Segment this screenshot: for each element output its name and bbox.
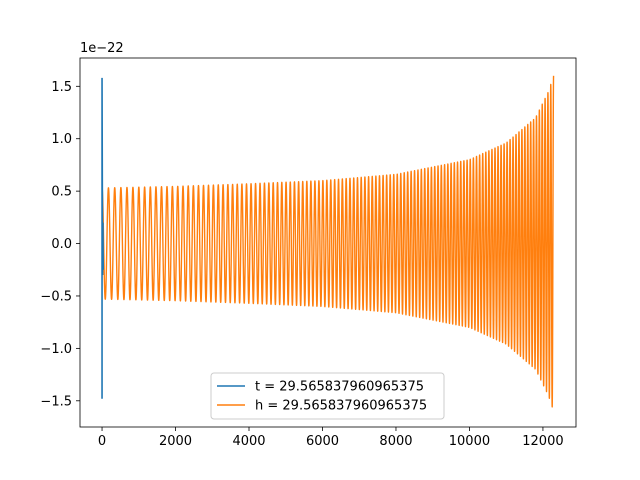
legend-label: h = 29.565837960965375 xyxy=(255,399,427,414)
y-tick-label: −0.5 xyxy=(40,289,72,304)
y-axis-ticks: 1.5 1.0 0.5 0.0 −0.5 −1.0 −1.5 xyxy=(40,80,80,409)
legend: t = 29.565837960965375 h = 29.56583796096… xyxy=(210,372,445,420)
x-tick-label: 2000 xyxy=(159,434,192,449)
x-axis-ticks: 0 2000 4000 6000 8000 10000 12000 xyxy=(98,427,564,449)
y-tick-label: 1.0 xyxy=(51,132,72,147)
x-tick-label: 0 xyxy=(98,434,106,449)
y-offset-label: 1e−22 xyxy=(80,41,124,56)
x-tick-label: 12000 xyxy=(522,434,563,449)
y-tick-label: −1.5 xyxy=(40,394,72,409)
x-tick-label: 10000 xyxy=(449,434,490,449)
y-tick-label: 1.5 xyxy=(51,80,72,95)
legend-label: t = 29.565837960965375 xyxy=(255,380,424,395)
x-tick-label: 6000 xyxy=(306,434,339,449)
series-t-line xyxy=(101,77,105,399)
plot-series-layer xyxy=(101,75,555,408)
series-h-line xyxy=(101,75,555,408)
y-tick-label: 0.5 xyxy=(51,185,72,200)
legend-box xyxy=(210,372,445,420)
axes-frame xyxy=(79,57,577,428)
x-tick-label: 4000 xyxy=(232,434,265,449)
y-tick-label: −1.0 xyxy=(40,342,72,357)
x-tick-label: 8000 xyxy=(379,434,412,449)
y-tick-label: 0.0 xyxy=(51,237,72,252)
